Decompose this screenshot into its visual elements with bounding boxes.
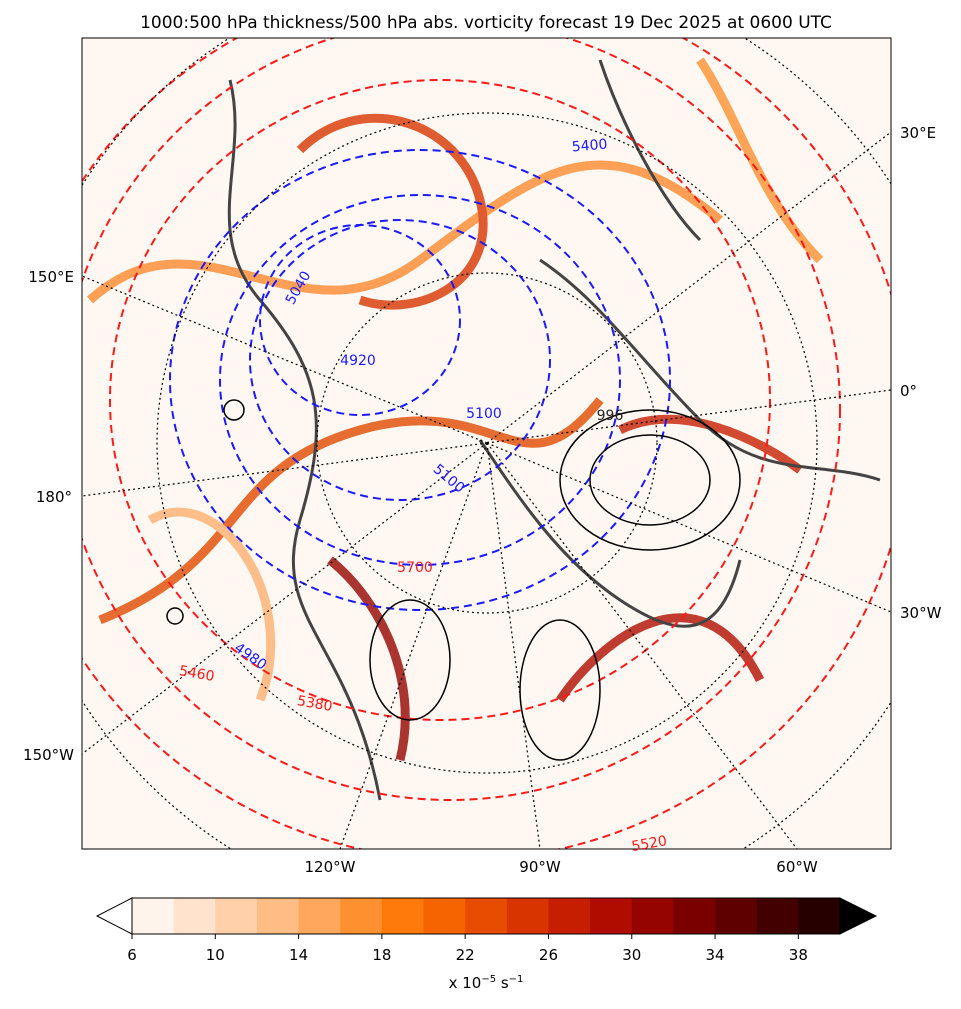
colorbar-tick-label: 26 — [539, 946, 558, 964]
colorbar-tick-label: 22 — [456, 946, 475, 964]
colorbar-band — [465, 898, 508, 934]
colorbar-band — [756, 898, 799, 934]
contour-label: 5700 — [397, 560, 433, 576]
lon-label: 30°E — [900, 124, 936, 142]
title: 1000:500 hPa thickness/500 hPa abs. vort… — [140, 13, 832, 33]
colorbar-band — [423, 898, 466, 934]
colorbar-band — [673, 898, 716, 934]
lon-labels: 30°E 150°E 0° 180° 30°W 150°W 120°W 90°W 60°W — [23, 124, 942, 876]
colorbar-band — [506, 898, 549, 934]
colorbar-band — [381, 898, 425, 934]
lon-label: 120°W — [305, 858, 356, 876]
colorbar-frame — [131, 897, 841, 935]
lon-label: 180° — [36, 488, 72, 506]
colorbar-band — [715, 898, 758, 934]
contour-label: 5100 — [466, 406, 502, 422]
colorbar-tick-label: 14 — [289, 946, 308, 964]
colorbar-band — [132, 898, 175, 934]
contour-label: 5520 — [630, 833, 668, 855]
colorbar-band — [256, 898, 300, 934]
lon-label: 150°E — [28, 268, 74, 286]
colorbar-band — [298, 898, 341, 934]
contour-label: 5400 — [571, 136, 608, 155]
colorbar-tick-label: 38 — [789, 946, 808, 964]
contour-label: 5380 — [296, 693, 334, 715]
lon-label: 90°W — [519, 858, 561, 876]
colorbar-tick-label: 6 — [127, 946, 137, 964]
colorbar-band — [590, 898, 633, 934]
lon-label: 0° — [900, 382, 917, 400]
colorbar-extend-over — [839, 897, 878, 935]
colorbar-label: x 10−5 s−1 — [449, 974, 524, 992]
contour-label: 4920 — [340, 353, 376, 369]
colorbar-tick-label: 10 — [206, 946, 225, 964]
lon-label: 30°W — [900, 604, 942, 622]
colorbar-band — [798, 898, 841, 934]
colorbar-band — [340, 898, 383, 934]
map — [82, 38, 891, 849]
colorbar-band — [215, 898, 258, 934]
lon-label: 60°W — [776, 858, 818, 876]
colorbar-label-part: x 10 — [449, 974, 482, 992]
contour-label: 5460 — [178, 663, 216, 685]
colorbar-label-part: s — [496, 974, 509, 992]
map-frame — [81, 37, 892, 850]
colorbar-tick-label: 18 — [372, 946, 391, 964]
colorbar: 6 10 14 18 22 26 30 34 38 x 10−5 s−1 — [95, 897, 878, 992]
colorbar-label-part: −1 — [509, 974, 524, 985]
contour-label: 996 — [597, 408, 624, 424]
colorbar-band — [548, 898, 591, 934]
colorbar-extend-under — [95, 897, 133, 935]
lon-label: 150°W — [23, 746, 74, 764]
colorbar-tick-label: 34 — [706, 946, 725, 964]
colorbar-band — [173, 898, 216, 934]
colorbar-label-part: −5 — [481, 974, 496, 985]
colorbar-band — [631, 898, 674, 934]
colorbar-tick-label: 30 — [622, 946, 641, 964]
